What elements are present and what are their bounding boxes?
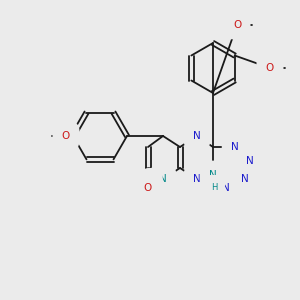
Text: N: N <box>193 131 201 141</box>
Text: O: O <box>144 183 152 193</box>
Text: H: H <box>211 182 217 191</box>
Text: O: O <box>233 20 241 30</box>
Text: N: N <box>246 156 254 166</box>
Text: O: O <box>62 131 70 141</box>
Text: N: N <box>231 142 239 152</box>
Text: H: H <box>149 176 155 184</box>
Text: N: N <box>159 174 167 184</box>
Text: N: N <box>209 170 217 180</box>
Text: N: N <box>222 183 230 193</box>
Text: O: O <box>266 63 274 73</box>
Text: N: N <box>241 174 249 184</box>
Text: N: N <box>193 174 201 184</box>
